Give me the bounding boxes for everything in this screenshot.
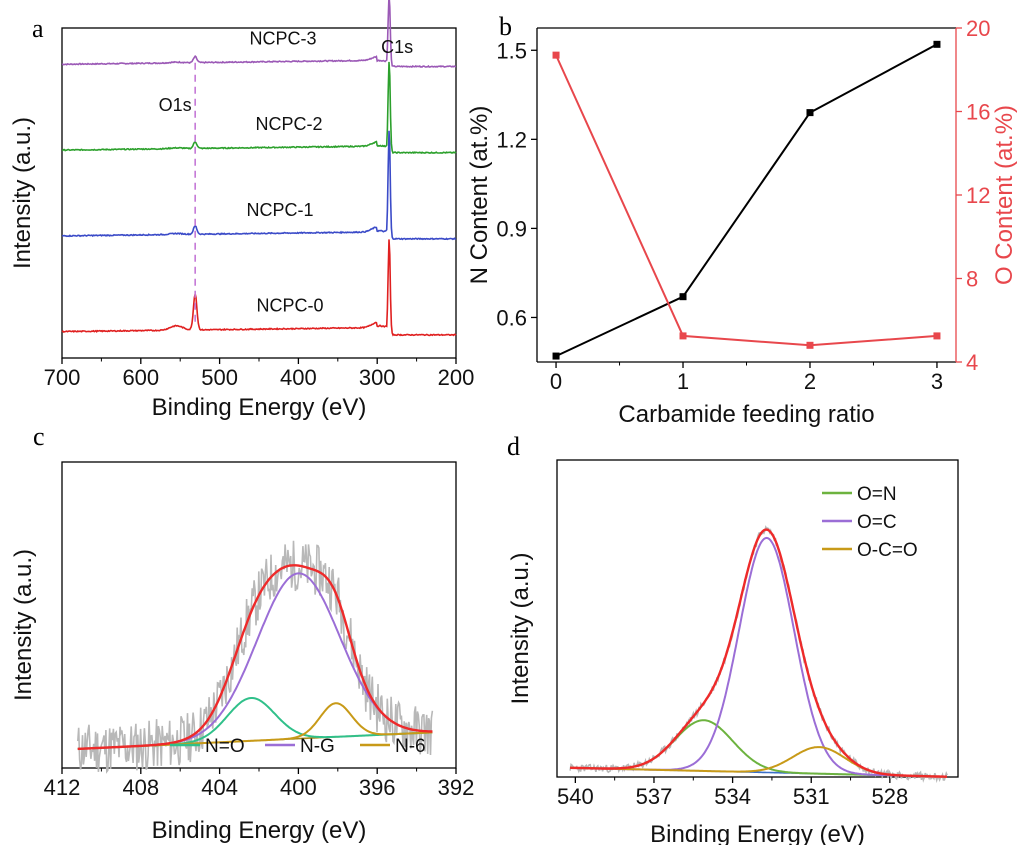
panel-d-legend-label: O-C=O [857,540,918,561]
panel-d-legend-label: O=N [857,484,897,505]
panel-b-ytick-left-label: 0.9 [496,216,527,241]
panel-b-point [679,293,687,301]
panel-a-peak-label: O1s [159,95,192,115]
panel-a-xlabel: Binding Energy (eV) [152,394,367,421]
panel-b-ytick-left-label: 0.6 [496,305,527,330]
panel-b-ytick-right-label: 8 [966,267,978,292]
panel-d-label: d [507,432,520,461]
panel-b-point [679,332,687,340]
panel-d-legend-label: O=C [857,512,897,533]
panel-c-label: c [33,422,45,451]
panel-c-xtick-label: 396 [359,775,396,800]
panel-a-xtick-label: 300 [359,365,396,390]
panel-b-xtick-label: 0 [550,369,562,394]
panel-a-spectrum-ncpc-0 [61,239,457,337]
panel-d-xlabel: Binding Energy (eV) [650,821,865,845]
panel-b-ytick-left-label: 1.5 [496,38,527,63]
panel-c-xtick-label: 412 [44,775,81,800]
panel-a-xtick-label: 400 [280,365,317,390]
panel-c-xtick-label: 392 [438,775,475,800]
panel-a-label: a [32,14,44,43]
panel-d-fit-envelope [570,528,947,778]
panel-a-spectrum-ncpc-2 [62,61,457,155]
panel-b-ytick-left-label: 1.2 [496,127,527,152]
panel-c-legend-label: N-G [300,736,335,757]
panel-b-point [552,352,560,360]
panel-d-xtick-label: 534 [714,784,751,809]
panel-a-xtick-label: 700 [44,365,81,390]
panel-d-component-1 [570,536,947,778]
panel-c-xtick-label: 408 [122,775,159,800]
panel-b-ytick-right-label: 4 [966,350,978,375]
panel-b-label: b [499,12,512,41]
panel-b-point [806,109,814,117]
panel-a: a 700 600 500 400 300 200 Binding Energy (eV) I… [9,0,474,421]
panel-b-ylabel-right: O Content (at.%) [991,105,1018,285]
panel-c: c 412 408 404 400 396 392 Binding Energy (eV) I… [10,422,474,844]
panel-b-line-n-content [555,43,938,358]
panel-a-xtick-label: 600 [122,365,159,390]
panel-b-point [933,332,941,340]
panel-c-raw-spectrum [77,540,434,774]
panel-b-point [552,51,560,59]
panel-c-ylabel: Intensity (a.u.) [10,549,37,701]
panel-d-xtick-label: 528 [871,784,908,809]
panel-a-ylabel: Intensity (a.u.) [9,117,36,269]
panel-b-ytick-right-label: 12 [966,183,990,208]
panel-b-point [806,341,814,349]
panel-b-point [933,40,941,48]
panel-b-ytick-right-label: 16 [966,100,990,125]
panel-b-line-o-content [555,54,938,347]
panel-d-frame [556,459,959,778]
panel-d-xtick-label: 537 [636,784,673,809]
panel-d-ylabel: Intensity (a.u.) [507,552,534,704]
panel-c-xlabel: Binding Energy (eV) [152,817,367,844]
panel-a-spectrum-ncpc-3 [61,0,456,68]
panel-d-xtick-label: 531 [793,784,830,809]
panel-b-xtick-label: 2 [804,369,816,394]
panel-b-xlabel: Carbamide feeding ratio [618,401,874,428]
panel-c-xtick-label: 404 [201,775,238,800]
panel-a-spectrum-ncpc-1 [61,130,457,241]
panel-c-legend-label: N=O [205,736,245,757]
panel-d-xtick-label: 540 [557,784,594,809]
panel-a-peak-label: C1s [381,37,413,57]
panel-a-series-label: NCPC-0 [256,296,323,316]
panel-a-series-label: NCPC-1 [246,200,313,220]
panel-b-xtick-label: 1 [677,369,689,394]
panel-a-series-label: NCPC-2 [255,114,322,134]
panel-c-fit-envelope [77,564,433,751]
panel-c-legend-label: N-6 [395,736,426,757]
panel-b-ytick-right-label: 20 [966,16,990,41]
panel-a-xtick-label: 500 [201,365,238,390]
panel-a-xtick-label: 200 [438,365,475,390]
panel-b-ylabel-left: N Content (at.%) [466,106,493,285]
panel-a-series-label: NCPC-3 [249,28,316,48]
panel-b-xtick-label: 3 [931,369,943,394]
panel-d-raw-spectrum [569,525,948,784]
panel-c-xtick-label: 400 [280,775,317,800]
